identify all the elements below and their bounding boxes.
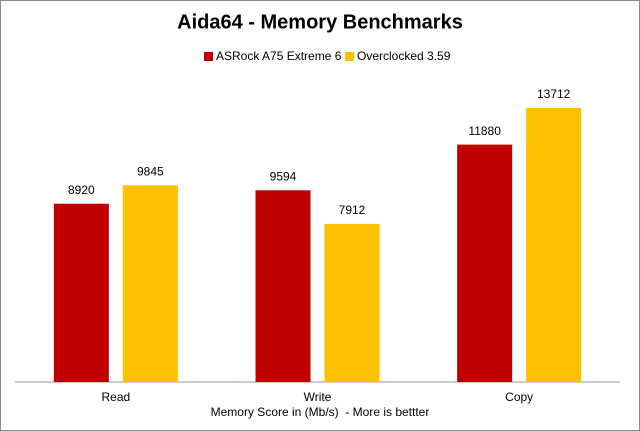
data-label: 7912 xyxy=(339,203,366,217)
bar xyxy=(53,203,109,382)
legend-swatch xyxy=(204,52,213,61)
bar xyxy=(122,185,178,382)
data-label: 9594 xyxy=(270,169,297,183)
bar xyxy=(526,108,582,382)
legend-label: ASRock A75 Extreme 6 xyxy=(216,49,342,63)
x-tick-label: Read xyxy=(101,390,130,404)
x-tick-label: Write xyxy=(304,390,332,404)
legend-label: Overclocked 3.59 xyxy=(357,49,451,63)
data-label: 13712 xyxy=(537,87,571,101)
data-label: 9845 xyxy=(137,164,164,178)
bar xyxy=(457,144,513,382)
bar xyxy=(324,223,380,382)
legend-swatch xyxy=(345,52,354,61)
data-label: 11880 xyxy=(468,124,501,138)
data-label: 8920 xyxy=(68,183,95,197)
x-tick-label: Copy xyxy=(505,390,533,404)
x-axis-title: Memory Score in (Mb/s) - More is bettter xyxy=(211,405,430,419)
bar xyxy=(255,190,311,382)
chart-title: Aida64 - Memory Benchmarks xyxy=(177,11,463,33)
